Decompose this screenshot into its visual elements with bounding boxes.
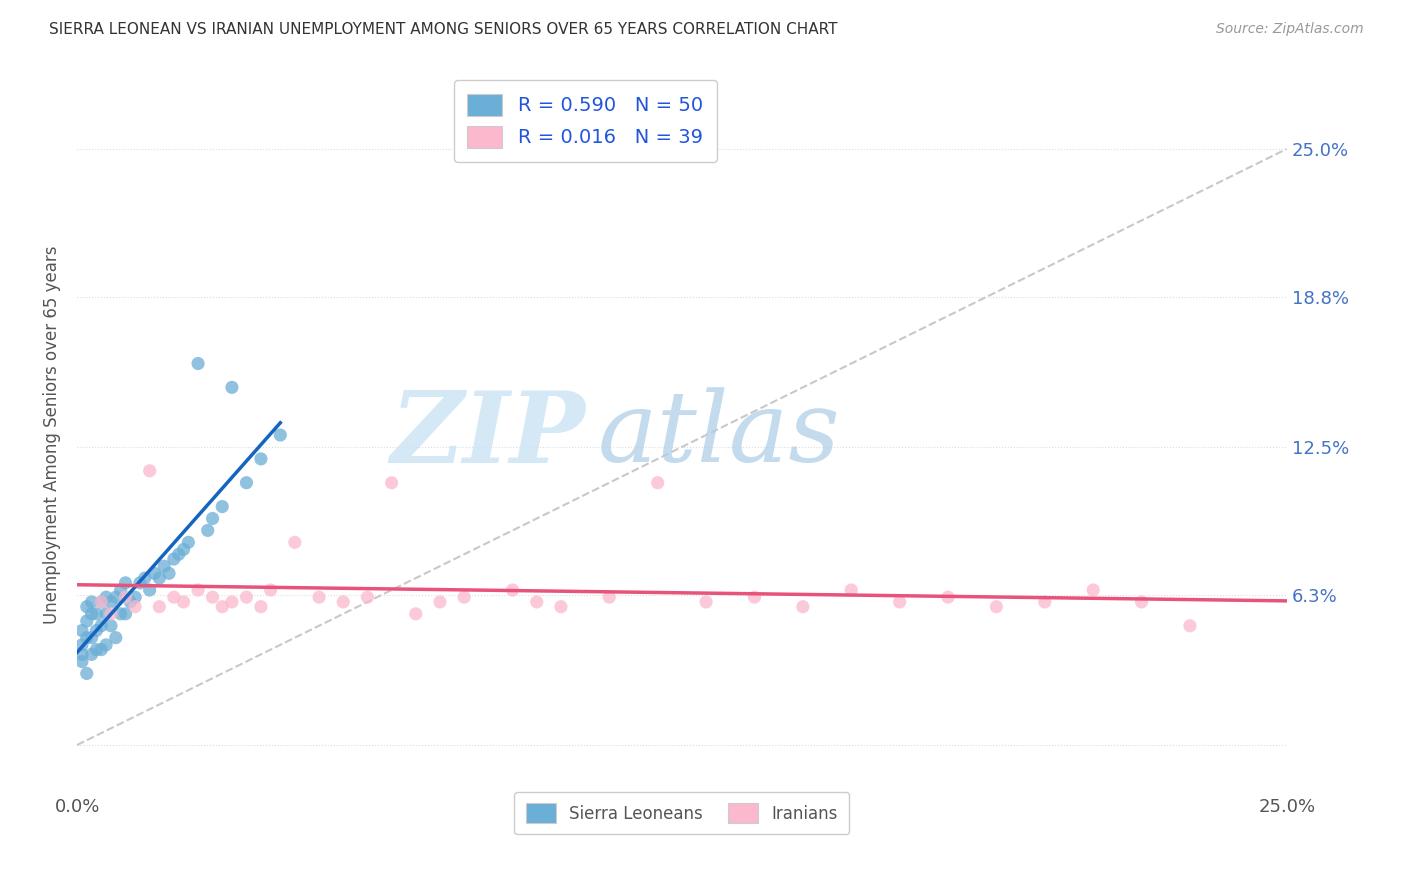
Point bbox=[86, 624, 108, 638]
Point bbox=[259, 582, 281, 597]
Point bbox=[104, 631, 127, 645]
Point bbox=[86, 642, 108, 657]
Point bbox=[269, 428, 291, 442]
Point bbox=[695, 595, 717, 609]
Point bbox=[647, 475, 669, 490]
Point bbox=[792, 599, 814, 614]
Point bbox=[429, 595, 451, 609]
Point bbox=[148, 599, 170, 614]
Point bbox=[197, 524, 219, 538]
Point bbox=[120, 595, 142, 609]
Point bbox=[90, 619, 112, 633]
Point bbox=[167, 547, 190, 561]
Point bbox=[381, 475, 404, 490]
Point bbox=[356, 590, 378, 604]
Point bbox=[100, 619, 122, 633]
Text: Source: ZipAtlas.com: Source: ZipAtlas.com bbox=[1216, 22, 1364, 37]
Point bbox=[211, 599, 233, 614]
Point bbox=[502, 582, 524, 597]
Point bbox=[284, 535, 307, 549]
Point bbox=[100, 595, 122, 609]
Point bbox=[744, 590, 766, 604]
Point bbox=[94, 590, 117, 604]
Point bbox=[76, 666, 98, 681]
Point bbox=[90, 642, 112, 657]
Y-axis label: Unemployment Among Seniors over 65 years: Unemployment Among Seniors over 65 years bbox=[44, 246, 60, 624]
Point bbox=[332, 595, 354, 609]
Point bbox=[134, 571, 156, 585]
Point bbox=[250, 599, 273, 614]
Text: SIERRA LEONEAN VS IRANIAN UNEMPLOYMENT AMONG SENIORS OVER 65 YEARS CORRELATION C: SIERRA LEONEAN VS IRANIAN UNEMPLOYMENT A… bbox=[49, 22, 838, 37]
Point bbox=[1083, 582, 1105, 597]
Point bbox=[163, 552, 186, 566]
Point bbox=[114, 607, 136, 621]
Text: atlas: atlas bbox=[598, 387, 839, 483]
Point bbox=[453, 590, 475, 604]
Point bbox=[94, 607, 117, 621]
Point bbox=[173, 595, 195, 609]
Point bbox=[70, 648, 93, 662]
Point bbox=[405, 607, 427, 621]
Point bbox=[936, 590, 959, 604]
Point bbox=[986, 599, 1008, 614]
Point bbox=[1178, 619, 1201, 633]
Point bbox=[124, 599, 146, 614]
Point bbox=[211, 500, 233, 514]
Point bbox=[201, 511, 224, 525]
Point bbox=[100, 607, 122, 621]
Point bbox=[1130, 595, 1153, 609]
Point bbox=[235, 475, 257, 490]
Point bbox=[90, 595, 112, 609]
Point bbox=[86, 607, 108, 621]
Point bbox=[138, 582, 160, 597]
Point bbox=[138, 464, 160, 478]
Point bbox=[308, 590, 330, 604]
Point bbox=[70, 624, 93, 638]
Point bbox=[153, 559, 176, 574]
Point bbox=[76, 614, 98, 628]
Point bbox=[187, 582, 209, 597]
Point bbox=[250, 451, 273, 466]
Point bbox=[163, 590, 186, 604]
Point bbox=[70, 638, 93, 652]
Point bbox=[104, 590, 127, 604]
Point bbox=[187, 357, 209, 371]
Text: ZIP: ZIP bbox=[389, 387, 585, 483]
Point bbox=[129, 575, 152, 590]
Point bbox=[114, 590, 136, 604]
Point bbox=[70, 655, 93, 669]
Legend: Sierra Leoneans, Iranians: Sierra Leoneans, Iranians bbox=[515, 792, 849, 834]
Point bbox=[173, 542, 195, 557]
Point bbox=[526, 595, 548, 609]
Point bbox=[221, 595, 243, 609]
Point bbox=[157, 566, 180, 581]
Point bbox=[90, 595, 112, 609]
Point bbox=[80, 648, 103, 662]
Point bbox=[598, 590, 620, 604]
Point bbox=[1033, 595, 1056, 609]
Point bbox=[839, 582, 862, 597]
Point bbox=[110, 582, 132, 597]
Point bbox=[76, 599, 98, 614]
Point bbox=[550, 599, 572, 614]
Point bbox=[235, 590, 257, 604]
Point bbox=[124, 590, 146, 604]
Point bbox=[143, 566, 166, 581]
Point bbox=[80, 595, 103, 609]
Point bbox=[80, 631, 103, 645]
Point bbox=[889, 595, 911, 609]
Point bbox=[114, 575, 136, 590]
Point bbox=[177, 535, 200, 549]
Point bbox=[76, 631, 98, 645]
Point bbox=[148, 571, 170, 585]
Point bbox=[80, 607, 103, 621]
Point bbox=[221, 380, 243, 394]
Point bbox=[94, 638, 117, 652]
Point bbox=[201, 590, 224, 604]
Point bbox=[110, 607, 132, 621]
